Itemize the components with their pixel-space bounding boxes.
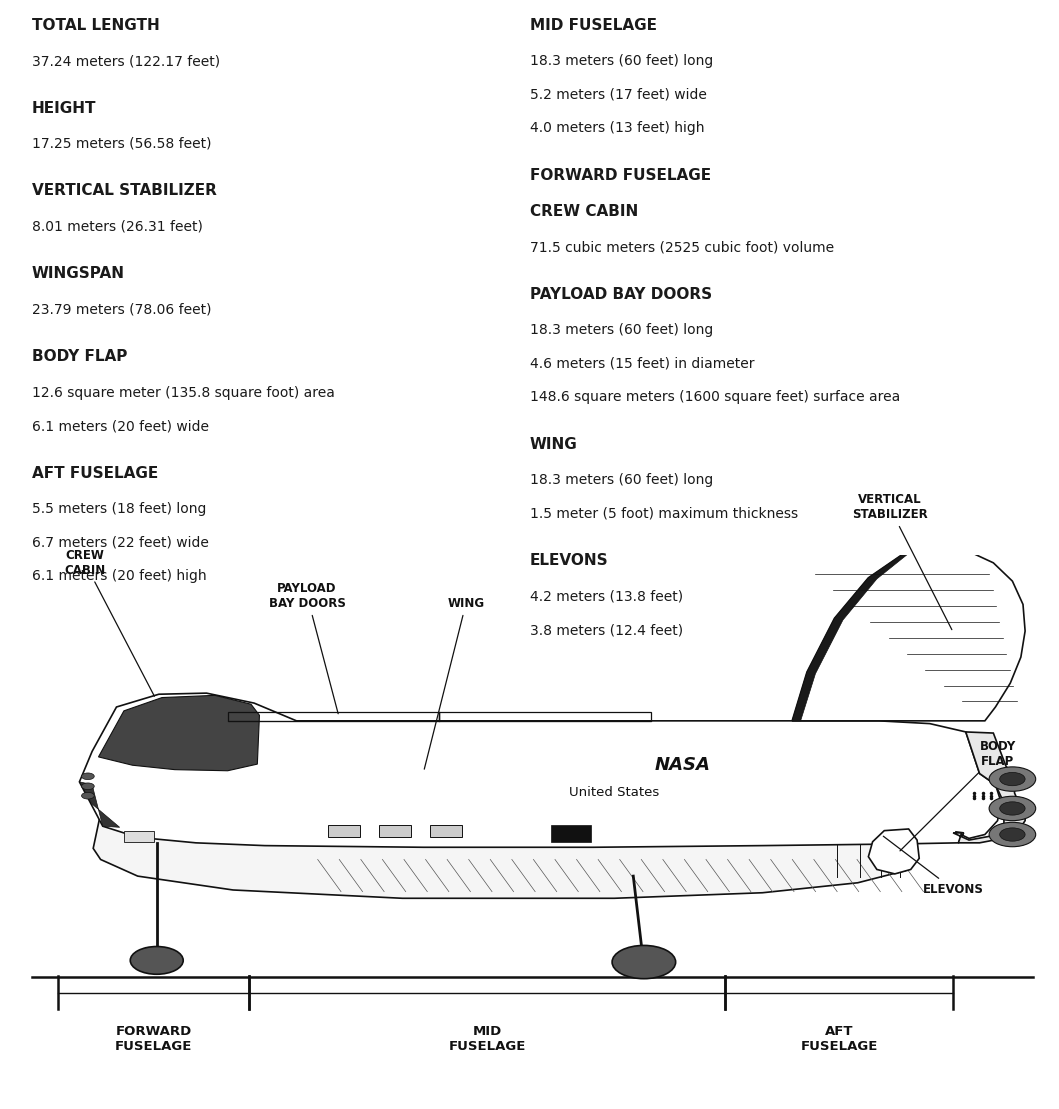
- Text: TOTAL LENGTH: TOTAL LENGTH: [32, 18, 160, 32]
- Text: 23.79 meters (78.06 feet): 23.79 meters (78.06 feet): [32, 303, 211, 317]
- Bar: [124, 831, 154, 842]
- Bar: [439, 712, 651, 721]
- Text: 1.5 meter (5 foot) maximum thickness: 1.5 meter (5 foot) maximum thickness: [530, 507, 797, 520]
- Text: AFT
FUSELAGE: AFT FUSELAGE: [801, 1025, 878, 1052]
- Bar: [328, 825, 360, 837]
- Text: 6.1 meters (20 feet) high: 6.1 meters (20 feet) high: [32, 569, 207, 583]
- Text: 5.5 meters (18 feet) long: 5.5 meters (18 feet) long: [32, 502, 207, 516]
- Text: 17.25 meters (56.58 feet): 17.25 meters (56.58 feet): [32, 136, 211, 151]
- Text: VERTICAL
STABILIZER: VERTICAL STABILIZER: [851, 494, 952, 630]
- Polygon shape: [792, 547, 1025, 721]
- Text: 4.2 meters (13.8 feet): 4.2 meters (13.8 feet): [530, 590, 683, 603]
- Polygon shape: [953, 732, 1025, 843]
- Text: WING: WING: [530, 437, 577, 451]
- Text: BODY
FLAP: BODY FLAP: [900, 740, 1016, 851]
- Text: 4.6 meters (15 feet) in diameter: 4.6 meters (15 feet) in diameter: [530, 357, 754, 370]
- Text: ELEVONS: ELEVONS: [530, 553, 608, 568]
- Text: FORWARD FUSELAGE: FORWARD FUSELAGE: [530, 167, 711, 183]
- Circle shape: [989, 767, 1036, 792]
- Text: 71.5 cubic meters (2525 cubic foot) volume: 71.5 cubic meters (2525 cubic foot) volu…: [530, 241, 833, 254]
- Text: WINGSPAN: WINGSPAN: [32, 266, 125, 282]
- Text: 12.6 square meter (135.8 square foot) area: 12.6 square meter (135.8 square foot) ar…: [32, 386, 335, 399]
- Circle shape: [989, 796, 1036, 821]
- Circle shape: [1000, 772, 1025, 785]
- Bar: [430, 825, 462, 837]
- Text: VERTICAL STABILIZER: VERTICAL STABILIZER: [32, 183, 217, 199]
- Bar: [551, 825, 591, 842]
- Text: PAYLOAD BAY DOORS: PAYLOAD BAY DOORS: [530, 287, 712, 302]
- Circle shape: [82, 783, 94, 790]
- Text: 5.2 meters (17 feet) wide: 5.2 meters (17 feet) wide: [530, 88, 706, 102]
- Text: 37.24 meters (122.17 feet): 37.24 meters (122.17 feet): [32, 54, 220, 68]
- Text: ELEVONS: ELEVONS: [883, 836, 984, 896]
- Polygon shape: [93, 779, 913, 898]
- Text: HEIGHT: HEIGHT: [32, 101, 96, 115]
- Bar: [228, 712, 439, 721]
- Text: BODY FLAP: BODY FLAP: [32, 349, 127, 364]
- Text: MID
FUSELAGE: MID FUSELAGE: [448, 1025, 526, 1052]
- Text: NASA: NASA: [656, 756, 711, 774]
- Bar: [379, 825, 411, 837]
- Polygon shape: [98, 695, 259, 771]
- Circle shape: [82, 773, 94, 780]
- Text: AFT FUSELAGE: AFT FUSELAGE: [32, 466, 158, 480]
- Circle shape: [989, 823, 1036, 847]
- Text: MID FUSELAGE: MID FUSELAGE: [530, 18, 657, 32]
- Circle shape: [1000, 802, 1025, 815]
- Text: 18.3 meters (60 feet) long: 18.3 meters (60 feet) long: [530, 324, 713, 337]
- Polygon shape: [792, 548, 917, 721]
- Text: 18.3 meters (60 feet) long: 18.3 meters (60 feet) long: [530, 54, 713, 68]
- Text: United States: United States: [569, 786, 660, 800]
- Text: PAYLOAD
BAY DOORS: PAYLOAD BAY DOORS: [269, 582, 345, 714]
- Text: CREW CABIN: CREW CABIN: [530, 204, 638, 218]
- Text: 4.0 meters (13 feet) high: 4.0 meters (13 feet) high: [530, 121, 704, 135]
- Text: 8.01 meters (26.31 feet): 8.01 meters (26.31 feet): [32, 220, 202, 234]
- Polygon shape: [79, 693, 1001, 847]
- Text: CREW
CABIN: CREW CABIN: [65, 549, 155, 696]
- Text: 3.8 meters (12.4 feet): 3.8 meters (12.4 feet): [530, 623, 683, 637]
- Text: FORWARD
FUSELAGE: FORWARD FUSELAGE: [114, 1025, 193, 1052]
- Circle shape: [1000, 827, 1025, 841]
- Circle shape: [612, 945, 676, 979]
- Polygon shape: [79, 782, 120, 827]
- Circle shape: [82, 792, 94, 798]
- Text: 148.6 square meters (1600 square feet) surface area: 148.6 square meters (1600 square feet) s…: [530, 390, 900, 405]
- Text: 6.7 meters (22 feet) wide: 6.7 meters (22 feet) wide: [32, 536, 209, 549]
- Text: 18.3 meters (60 feet) long: 18.3 meters (60 feet) long: [530, 474, 713, 487]
- Polygon shape: [868, 830, 919, 874]
- Text: 6.1 meters (20 feet) wide: 6.1 meters (20 feet) wide: [32, 419, 209, 434]
- Circle shape: [130, 946, 183, 974]
- Text: WING: WING: [425, 597, 485, 770]
